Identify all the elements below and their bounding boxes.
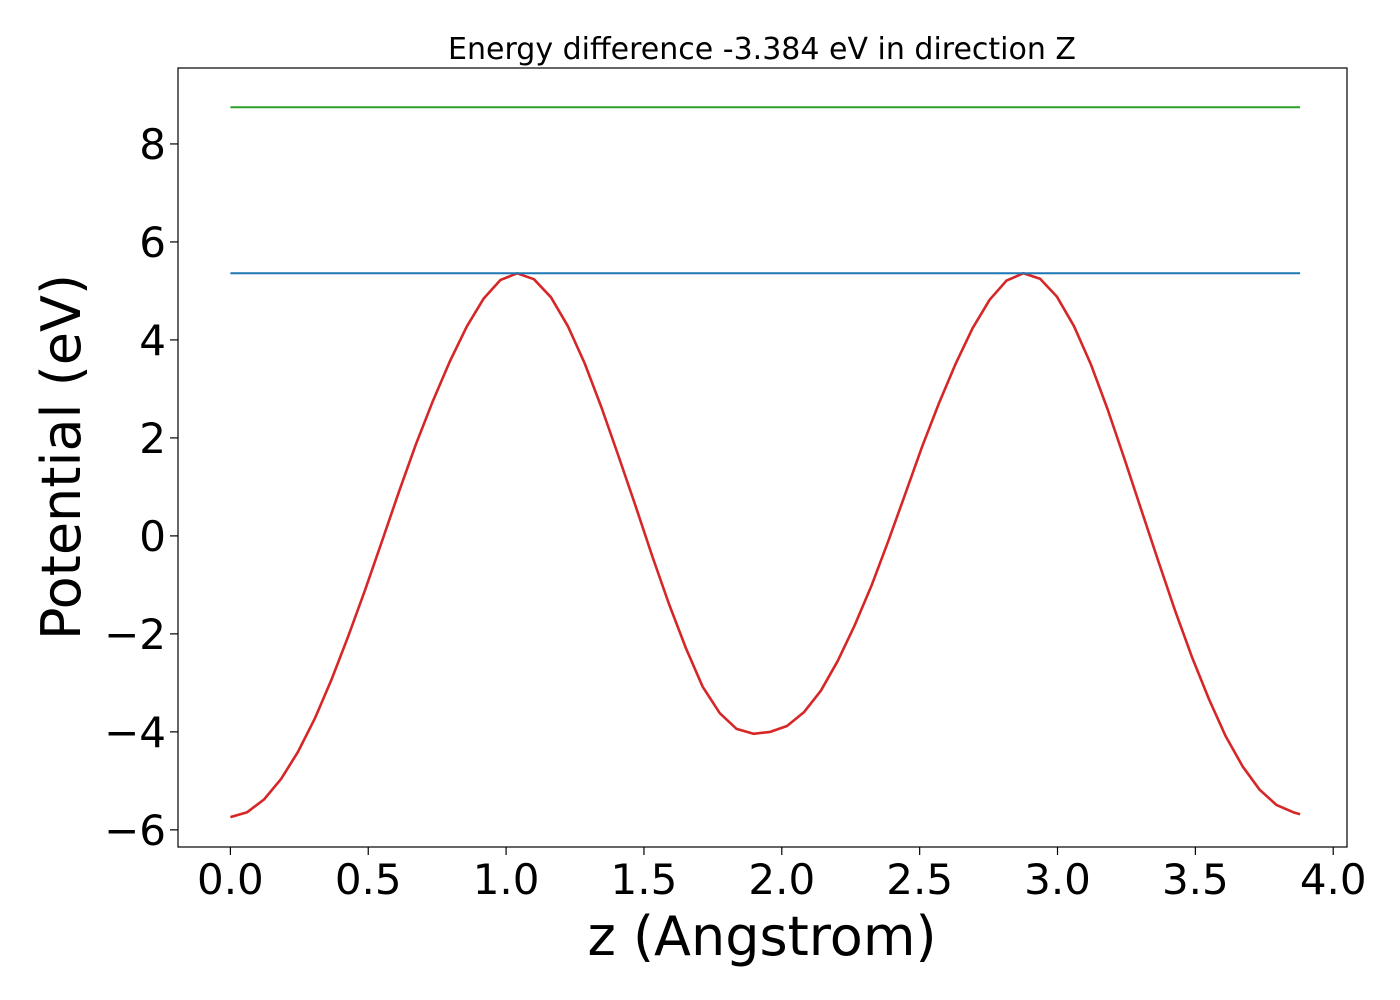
y-tick-label: −4 — [104, 708, 166, 757]
y-tick-label: −2 — [104, 610, 166, 659]
x-tick-label: 1.5 — [611, 855, 678, 904]
x-tick-label: 2.5 — [886, 855, 953, 904]
x-axis: 0.0 0.5 1.0 1.5 2.0 2.5 3.0 3.5 4.0 — [197, 847, 1367, 904]
y-tick-label: 0 — [139, 512, 166, 561]
plot-area — [230, 106, 1301, 819]
y-axis-label: Potential (eV) — [30, 274, 93, 640]
y-tick-label: 4 — [139, 316, 166, 365]
x-tick-label: 3.0 — [1024, 855, 1091, 904]
y-tick-label: 6 — [139, 218, 166, 267]
y-axis: −6 −4 −2 0 2 4 6 8 — [104, 120, 178, 855]
x-tick-label: 2.0 — [748, 855, 815, 904]
x-tick-label: 1.0 — [473, 855, 540, 904]
x-tick-label: 3.5 — [1162, 855, 1229, 904]
chart-title: Energy difference -3.384 eV in direction… — [448, 32, 1076, 67]
plot-frame — [177, 67, 1348, 848]
x-tick-label: 0.5 — [335, 855, 402, 904]
y-tick-label: 2 — [139, 414, 166, 463]
x-tick-label: 0.0 — [197, 855, 264, 904]
potential-curve — [230, 271, 1301, 819]
x-tick-label: 4.0 — [1300, 855, 1367, 904]
x-axis-label: z (Angstrom) — [587, 905, 936, 968]
y-tick-label: 8 — [139, 120, 166, 169]
y-tick-label: −6 — [104, 806, 166, 855]
